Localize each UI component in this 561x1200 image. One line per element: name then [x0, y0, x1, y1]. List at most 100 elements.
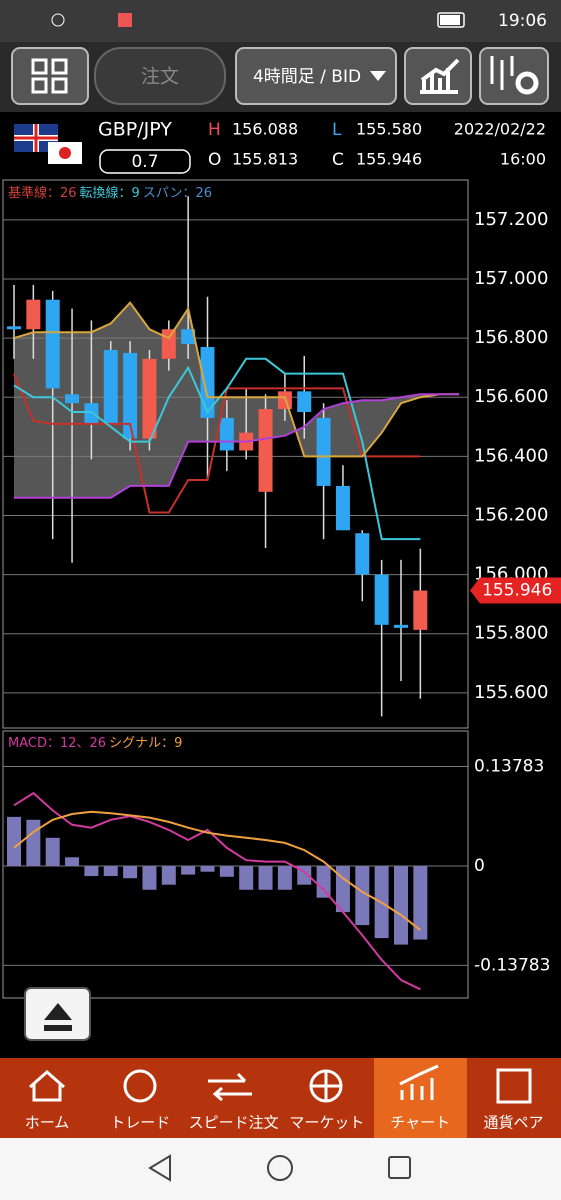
candle-body	[103, 349, 118, 424]
histogram-bar	[413, 865, 428, 940]
recents-button[interactable]	[388, 1156, 411, 1179]
candle-body	[181, 329, 196, 345]
clock: 19:06	[498, 11, 547, 31]
candle-body	[200, 347, 215, 418]
legend: MACD：12、26 シグナル：9	[8, 736, 182, 751]
open: 155.813	[232, 150, 298, 169]
legend-entry: MACD：12、26	[8, 736, 106, 751]
date: 2022/02/22	[454, 120, 546, 139]
candle-body	[161, 329, 176, 359]
nav-label: ホーム	[25, 1114, 70, 1132]
bottom-nav	[0, 1058, 561, 1138]
y-tick-label: 155.800	[474, 623, 548, 644]
home-button[interactable]	[267, 1155, 293, 1181]
time: 16:00	[500, 150, 546, 169]
open-label: O	[208, 150, 221, 170]
status-icon	[51, 13, 65, 27]
histogram-bar	[355, 865, 370, 926]
histogram-bar	[142, 865, 157, 890]
high: 156.088	[232, 120, 298, 139]
candle-body	[374, 574, 389, 625]
timeframe-button[interactable]: 4時間足 / BID	[235, 47, 397, 105]
back-button[interactable]	[148, 1154, 171, 1182]
macd-line	[13, 791, 421, 991]
histogram-bar	[394, 865, 408, 945]
histogram-bar	[84, 865, 99, 877]
y-tick-label: -0.13783	[474, 955, 550, 975]
system-nav	[0, 1138, 561, 1200]
histogram-bar	[335, 865, 350, 913]
histogram-bar	[200, 865, 215, 872]
close-label: C	[332, 150, 344, 170]
nav-label: スピード注文	[189, 1114, 279, 1132]
histogram-bar	[161, 865, 176, 885]
ichimoku-line	[13, 357, 421, 541]
battery	[437, 12, 465, 28]
histogram-bar	[277, 865, 292, 890]
legend-entry: 基準線：26	[8, 185, 77, 201]
candle-body	[123, 352, 138, 439]
y-tick-label: 157.200	[474, 209, 548, 230]
y-tick-label: 156.400	[474, 445, 548, 466]
nav-label: 通貨ペア	[483, 1114, 543, 1132]
candle-body	[258, 409, 273, 492]
legend-entry: シグナル：9	[109, 736, 182, 751]
chart-type-button[interactable]	[404, 47, 472, 105]
candle-body	[335, 485, 350, 531]
price-panel	[2, 179, 469, 729]
order-label: 注文	[141, 66, 179, 88]
cloud	[14, 302, 460, 498]
candle-body	[26, 299, 41, 330]
y-tick-label: 0.13783	[474, 756, 544, 776]
nav-label: チャート	[390, 1114, 450, 1132]
histogram-bar	[65, 857, 80, 866]
chart-layer: 155.600155.800156.000156.200156.400156.6…	[3, 185, 561, 991]
order-button[interactable]: 注文	[94, 47, 226, 105]
battery-level	[440, 15, 460, 25]
y-tick-label: 0	[474, 856, 485, 876]
high-label: H	[208, 120, 221, 140]
candle-body	[45, 299, 60, 389]
menu-button[interactable]	[11, 47, 89, 105]
low-label: L	[332, 120, 342, 140]
y-tick-label: 157.000	[474, 268, 548, 289]
histogram-bar	[239, 865, 254, 890]
histogram-bar	[258, 865, 273, 890]
y-tick-label: 155.600	[474, 682, 548, 703]
status-bar	[0, 0, 561, 42]
nav-icons	[29, 1064, 532, 1104]
price-tag-label: 155.946	[482, 581, 552, 601]
candle-body	[394, 624, 408, 628]
candle-body	[219, 417, 234, 451]
candle-body	[65, 394, 80, 404]
nav-label: トレード	[110, 1114, 170, 1132]
histogram-bar	[103, 865, 118, 877]
spread: 0.7	[131, 152, 158, 172]
macd-line	[13, 810, 422, 931]
histogram-bar	[26, 819, 41, 866]
y-tick-label: 156.600	[474, 386, 548, 407]
spread-box	[99, 149, 191, 174]
candle-body	[316, 417, 331, 486]
macd-panel	[2, 730, 469, 999]
ichimoku-line	[13, 301, 460, 458]
low: 155.580	[356, 120, 422, 139]
nav-labels: ホーム トレード スピード注文 マーケット チャート 通貨ペア	[25, 1114, 544, 1132]
histogram-bar	[316, 865, 331, 898]
nav-label: マーケット	[289, 1114, 364, 1132]
candle-body	[142, 358, 157, 439]
candle-body	[413, 590, 428, 630]
ichimoku-line	[14, 393, 460, 499]
timeframe-label: 4時間足 / BID	[253, 67, 361, 87]
status-icon	[118, 13, 132, 27]
collapse-button[interactable]	[24, 987, 91, 1041]
price-tag	[470, 577, 561, 604]
histogram-bar	[45, 837, 60, 866]
y-tick-label: 156.800	[474, 327, 548, 348]
candle-body	[297, 391, 312, 413]
indicator-button[interactable]	[479, 47, 549, 105]
candle-body	[7, 326, 21, 330]
y-tick-label: 156.200	[474, 504, 548, 525]
